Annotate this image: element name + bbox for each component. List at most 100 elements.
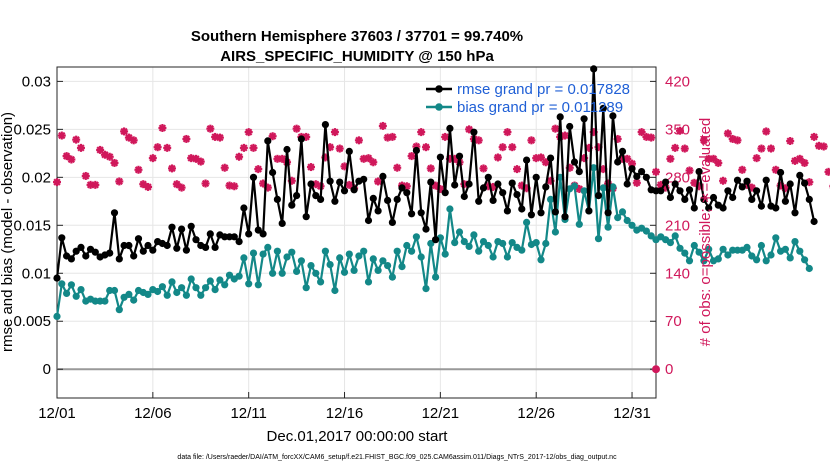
- series-point: [302, 213, 310, 221]
- obs-point: [144, 182, 153, 191]
- series-point: [796, 247, 804, 255]
- obs-stroke-d2: [690, 179, 698, 187]
- obs-point: [752, 154, 761, 163]
- series-point: [527, 211, 536, 219]
- y-axis-ticks: 0 0.005 0.01 0.015 0.02 0.025 0.03: [13, 73, 63, 378]
- legend: rmse grand pr = 0.017828 bias grand pr =…: [426, 81, 630, 116]
- obs-stroke-d2: [551, 125, 560, 133]
- obs-point: [652, 167, 660, 176]
- series-point: [384, 262, 392, 270]
- series-point: [479, 238, 488, 246]
- series-point: [139, 247, 147, 255]
- series-point: [273, 247, 281, 255]
- y2-axis-label: # of obs: o=possible; ∗=evaluated: [697, 118, 714, 347]
- y2-tick-label: 280: [665, 169, 690, 186]
- series-point: [91, 248, 99, 256]
- obs-stroke-d2: [369, 158, 377, 166]
- obs-stroke-d2: [685, 166, 694, 175]
- y2-tick-label: 0: [665, 361, 673, 378]
- obs-point: [551, 124, 560, 133]
- obs-point: [513, 165, 522, 174]
- series-point: [106, 249, 114, 257]
- series-point: [796, 171, 804, 179]
- series-point: [475, 197, 483, 205]
- series-point: [388, 273, 396, 281]
- series-point: [302, 284, 310, 292]
- obs-stroke-d2: [733, 136, 742, 144]
- rmse-series: [53, 65, 818, 282]
- series-point: [772, 204, 780, 212]
- series-point: [53, 312, 61, 320]
- obs-stroke-d2: [417, 128, 425, 136]
- obs-stroke-d2: [537, 153, 545, 162]
- series-point: [53, 274, 61, 282]
- obs-point: [421, 143, 430, 152]
- series-point: [791, 209, 799, 217]
- series-point: [537, 209, 545, 217]
- obs-point: [220, 163, 229, 172]
- obs-stroke-d2: [139, 180, 147, 188]
- obs-point: [671, 143, 680, 152]
- series-point: [594, 235, 603, 243]
- series-point: [412, 233, 420, 241]
- obs-stroke-d2: [700, 136, 708, 144]
- y-tick-label: 0.005: [13, 313, 51, 330]
- obs-stroke-d2: [824, 168, 830, 176]
- obs-stroke-d2: [820, 142, 828, 151]
- obs-point: [508, 143, 517, 152]
- plot-frame: [56, 66, 657, 399]
- obs-stroke-d2: [623, 155, 631, 163]
- obs-stroke-d2: [671, 144, 679, 152]
- obs-point: [306, 163, 315, 172]
- series-point: [110, 286, 119, 295]
- series-point: [609, 112, 617, 120]
- obs-point: [201, 179, 210, 188]
- series-point: [623, 216, 631, 225]
- y-tick-label: 0.025: [13, 121, 51, 138]
- obs-stroke-d2: [355, 136, 363, 144]
- series-point: [364, 278, 373, 286]
- series-point: [403, 241, 411, 250]
- series-point: [245, 230, 253, 238]
- obs-stroke-d2: [757, 144, 766, 153]
- obs-point: [675, 126, 684, 135]
- series-point: [681, 195, 689, 203]
- series-point: [336, 254, 344, 262]
- series-point: [609, 183, 617, 191]
- series-point: [178, 284, 186, 292]
- series-point: [484, 173, 492, 181]
- obs-point: [723, 129, 732, 138]
- obs-stroke-d2: [475, 136, 483, 144]
- obs-stroke-d2: [115, 177, 123, 186]
- series-point: [470, 231, 478, 239]
- y2-tick-label: 210: [665, 217, 690, 234]
- series-point: [446, 124, 454, 132]
- series-point: [695, 168, 703, 176]
- series-point: [264, 137, 272, 145]
- obs-point: [824, 167, 830, 176]
- series-point: [393, 195, 401, 203]
- obs-point: [239, 143, 248, 152]
- obs-point: [647, 133, 656, 142]
- series-point: [805, 195, 813, 203]
- obs-point: [168, 164, 177, 173]
- obs-stroke-d2: [513, 165, 521, 173]
- series-point: [791, 238, 799, 246]
- obs-point: [541, 158, 550, 167]
- obs-point: [474, 136, 483, 145]
- series-point: [163, 241, 171, 250]
- series-point: [580, 187, 588, 195]
- obs-point: [67, 155, 76, 164]
- obs-stroke-d2: [192, 155, 200, 163]
- obs-point: [244, 128, 253, 137]
- series-point: [489, 196, 497, 204]
- obs-point: [129, 136, 138, 145]
- series-point: [805, 264, 813, 273]
- series-point: [662, 178, 670, 186]
- series-point: [532, 173, 540, 181]
- series-point: [753, 256, 761, 264]
- x-axis-ticks: 12/01 12/06 12/11 12/16 12/21 12/26 12/31: [38, 392, 651, 422]
- obs-stroke-d2: [800, 159, 809, 167]
- series-point: [297, 135, 305, 143]
- obs-stroke-d2: [173, 180, 181, 188]
